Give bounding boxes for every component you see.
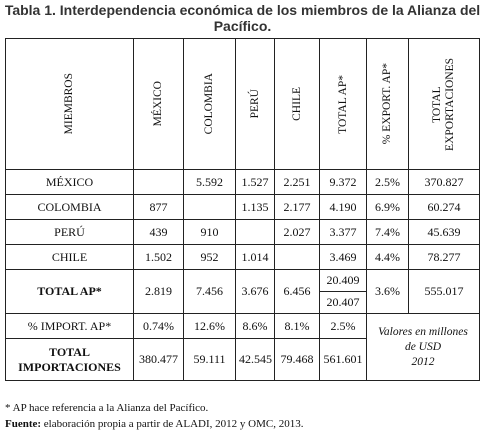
header-total-exportaciones: TOTAL EXPORTACIONES: [408, 38, 480, 170]
total-imports-mexico: 380.477: [133, 338, 184, 381]
values-note-line-3: 2012: [411, 355, 435, 368]
header-total-ap-text: TOTAL AP*: [336, 74, 349, 134]
cell-chile: [274, 244, 320, 270]
total-ap-chile: 6.456: [274, 269, 320, 314]
header-total-exportaciones-line-1: TOTAL: [431, 85, 443, 123]
total-ap-label: TOTAL AP*: [5, 269, 134, 314]
table-row: MÉXICO 5.592 1.527 2.251 9.372 2.5% 370.…: [5, 169, 480, 195]
import-mexico: 0.74%: [133, 313, 184, 339]
cell-total-ap: 4.190: [319, 194, 367, 220]
total-ap-export: 3.6%: [366, 269, 409, 314]
cell-total-ap: 3.469: [319, 244, 367, 270]
total-ap-total-a: 20.409: [319, 269, 367, 292]
cell-export-ap: 7.4%: [366, 219, 409, 245]
cell-peru: 1.135: [235, 194, 275, 220]
total-ap-peru: 3.676: [235, 269, 275, 314]
cell-total-exp: 60.274: [408, 194, 480, 220]
row-label: COLOMBIA: [5, 194, 134, 220]
header-colombia: COLOMBIA: [183, 38, 236, 170]
header-colombia-text: COLOMBIA: [203, 73, 215, 135]
header-peru: PERÚ: [235, 38, 275, 170]
table-title: Tabla 1. Interdependencia económica de l…: [0, 2, 485, 34]
header-total-exportaciones-text: TOTAL EXPORTACIONES: [431, 58, 457, 151]
cell-export-ap: 4.4%: [366, 244, 409, 270]
cell-total-exp: 78.277: [408, 244, 480, 270]
total-imports-chile: 79.468: [274, 338, 320, 381]
cell-mexico: [133, 169, 184, 195]
row-label: PERÚ: [5, 219, 134, 245]
cell-mexico: 439: [133, 219, 184, 245]
header-export-ap-text: % EXPORT. AP*: [381, 63, 393, 145]
total-imports-row: TOTAL IMPORTACIONES 380.477 59.111 42.545…: [5, 338, 480, 381]
total-imports-peru: 42.545: [235, 338, 275, 381]
table-title-line-1: Tabla 1. Interdependencia económica de l…: [4, 2, 481, 18]
cell-total-ap: 9.372: [319, 169, 367, 195]
cell-peru: [235, 219, 275, 245]
import-chile: 8.1%: [274, 313, 320, 339]
import-label: % IMPORT. AP*: [5, 313, 134, 339]
cell-total-ap: 3.377: [319, 219, 367, 245]
cell-mexico: 877: [133, 194, 184, 220]
cell-peru: 1.014: [235, 244, 275, 270]
cell-export-ap: 2.5%: [366, 169, 409, 195]
table-row: CHILE 1.502 952 1.014 3.469 4.4% 78.277: [5, 244, 480, 270]
values-note: Valores en millones de USD 2012: [366, 313, 480, 381]
total-ap-total-b: 20.407: [319, 291, 367, 314]
header-mexico-text: MÉXICO: [152, 81, 164, 127]
cell-chile: 2.177: [274, 194, 320, 220]
total-imports-label-line-2: IMPORTACIONES: [18, 359, 121, 374]
cell-colombia: 5.592: [183, 169, 236, 195]
footnote-source-label: Fuente:: [5, 418, 42, 430]
header-total-ap: TOTAL AP*: [319, 38, 367, 170]
total-imports-label: TOTAL IMPORTACIONES: [5, 338, 134, 381]
header-miembros-text: MIEMBROS: [63, 73, 75, 135]
import-total-ap: 2.5%: [319, 313, 367, 339]
cell-total-exp: 370.827: [408, 169, 480, 195]
row-label: MÉXICO: [5, 169, 134, 195]
header-peru-text: PERÚ: [248, 89, 261, 119]
header-miembros: MIEMBROS: [5, 38, 134, 170]
table-row: PERÚ 439 910 2.027 3.377 7.4% 45.639: [5, 219, 480, 245]
total-imports-total-ap: 561.601: [319, 338, 367, 381]
cell-colombia: 910: [183, 219, 236, 245]
total-imports-colombia: 59.111: [183, 338, 236, 381]
cell-peru: 1.527: [235, 169, 275, 195]
footnote-source: Fuente: elaboración propia a partir de A…: [5, 418, 480, 431]
values-note-line-1: Valores en millones: [378, 325, 468, 338]
cell-mexico: 1.502: [133, 244, 184, 270]
import-peru: 8.6%: [235, 313, 275, 339]
header-row: MIEMBROS MÉXICO COLOMBIA PERÚ CHILE TOTA…: [5, 38, 480, 170]
cell-chile: 2.251: [274, 169, 320, 195]
total-ap-colombia: 7.456: [183, 269, 236, 314]
header-export-ap: % EXPORT. AP*: [366, 38, 409, 170]
footnote-source-text: elaboración propia a partir de ALADI, 20…: [41, 418, 304, 430]
row-label: CHILE: [5, 244, 134, 270]
total-ap-row: TOTAL AP* 2.819 7.456 3.676 6.456 20.409…: [5, 269, 480, 314]
cell-colombia: 952: [183, 244, 236, 270]
table-title-line-2: Pacífico.: [213, 18, 272, 34]
total-ap-total-exp: 555.017: [408, 269, 480, 314]
total-ap-mexico: 2.819: [133, 269, 184, 314]
header-chile-text: CHILE: [290, 87, 303, 121]
header-mexico: MÉXICO: [133, 38, 184, 170]
import-colombia: 12.6%: [183, 313, 236, 339]
total-imports-label-line-1: TOTAL: [49, 344, 90, 359]
import-row: % IMPORT. AP* 0.74% 12.6% 8.6% 8.1% 2.5%…: [5, 313, 480, 381]
cell-export-ap: 6.9%: [366, 194, 409, 220]
cell-chile: 2.027: [274, 219, 320, 245]
cell-colombia: [183, 194, 236, 220]
table-row: COLOMBIA 877 1.135 2.177 4.190 6.9% 60.2…: [5, 194, 480, 220]
header-chile: CHILE: [274, 38, 320, 170]
footnote-ap: * AP hace referencia a la Alianza del Pa…: [5, 402, 209, 414]
cell-total-exp: 45.639: [408, 219, 480, 245]
header-total-exportaciones-line-2: EXPORTACIONES: [444, 57, 456, 151]
interdependence-table: MIEMBROS MÉXICO COLOMBIA PERÚ CHILE TOTA…: [5, 38, 480, 381]
values-note-line-2: de USD: [404, 340, 442, 353]
